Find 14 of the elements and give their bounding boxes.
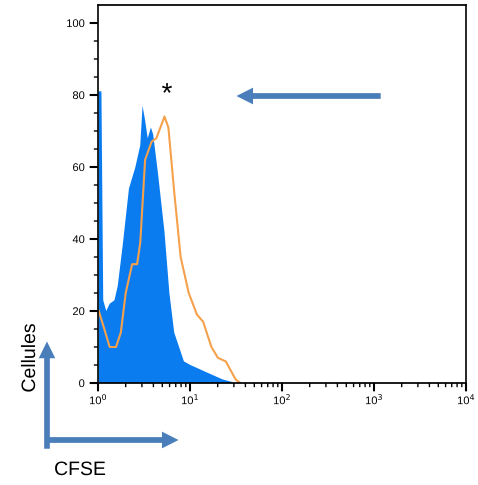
y-tick-label: 80 [72,91,84,100]
y-tick-label: 40 [72,235,84,244]
y-tick-label: 100 [67,19,84,28]
y-tick-label: 20 [73,307,84,316]
x-tick-label: 10$^{2}$ [274,394,290,404]
x-axis-title: CFSE [55,461,106,476]
x-tick-label: 10$^{1}$ [182,394,198,404]
annotation: * [162,83,172,93]
y-tick-label: 0 [79,379,84,388]
y-tick-label: 60 [73,163,84,172]
x-tick-label: 10$^{0}$ [90,394,106,404]
x-tick-label: 10$^{4}$ [458,394,474,404]
y-axis-title: Cellules [20,324,36,392]
x-tick-label: 10$^{3}$ [366,394,382,404]
